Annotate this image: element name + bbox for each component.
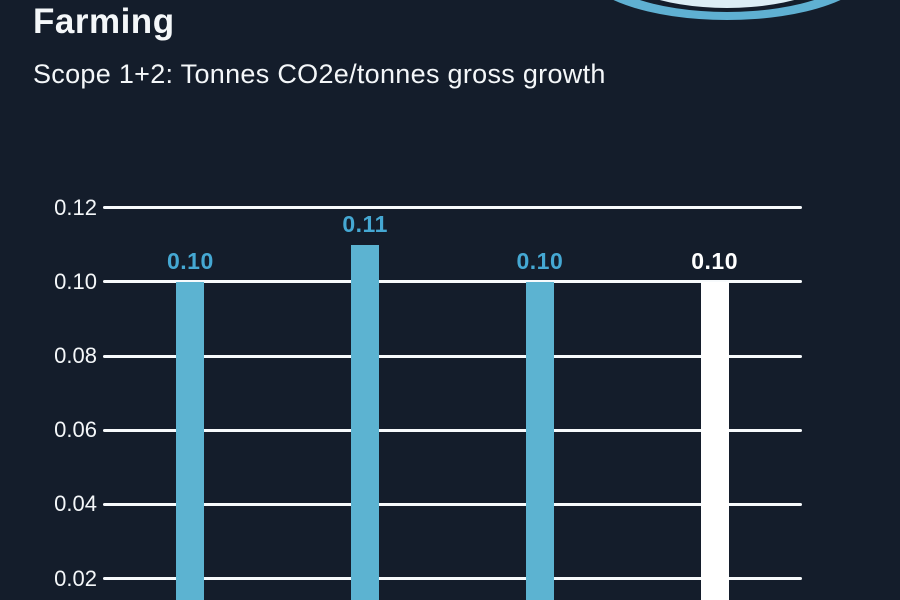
y-axis-tick-label: 0.02	[54, 565, 97, 591]
ellipse-fill	[604, 0, 850, 8]
bar-value-label: 0.11	[342, 210, 388, 237]
y-axis-tick-label: 0.12	[54, 194, 97, 220]
bar-value-label: 0.10	[691, 247, 738, 274]
bar	[525, 281, 554, 600]
gridline	[103, 206, 802, 210]
gridline	[103, 428, 802, 432]
y-axis-tick-label: 0.10	[54, 268, 97, 294]
gridline	[103, 354, 802, 358]
chart-subtitle: Scope 1+2: Tonnes CO2e/tonnes gross grow…	[33, 59, 606, 89]
bar	[176, 281, 205, 600]
bar	[351, 244, 380, 600]
gridline	[103, 280, 802, 284]
bar	[700, 281, 729, 600]
bar-value-label: 0.10	[166, 247, 214, 274]
y-axis-tick-label: 0.08	[54, 343, 97, 368]
y-axis-tick-label: 0.06	[54, 417, 97, 443]
page-title: Farming	[33, 2, 175, 41]
gridline	[103, 502, 802, 506]
bar-value-label: 0.10	[516, 247, 564, 274]
y-axis-tick-label: 0.04	[54, 491, 97, 517]
gridline	[103, 577, 802, 581]
